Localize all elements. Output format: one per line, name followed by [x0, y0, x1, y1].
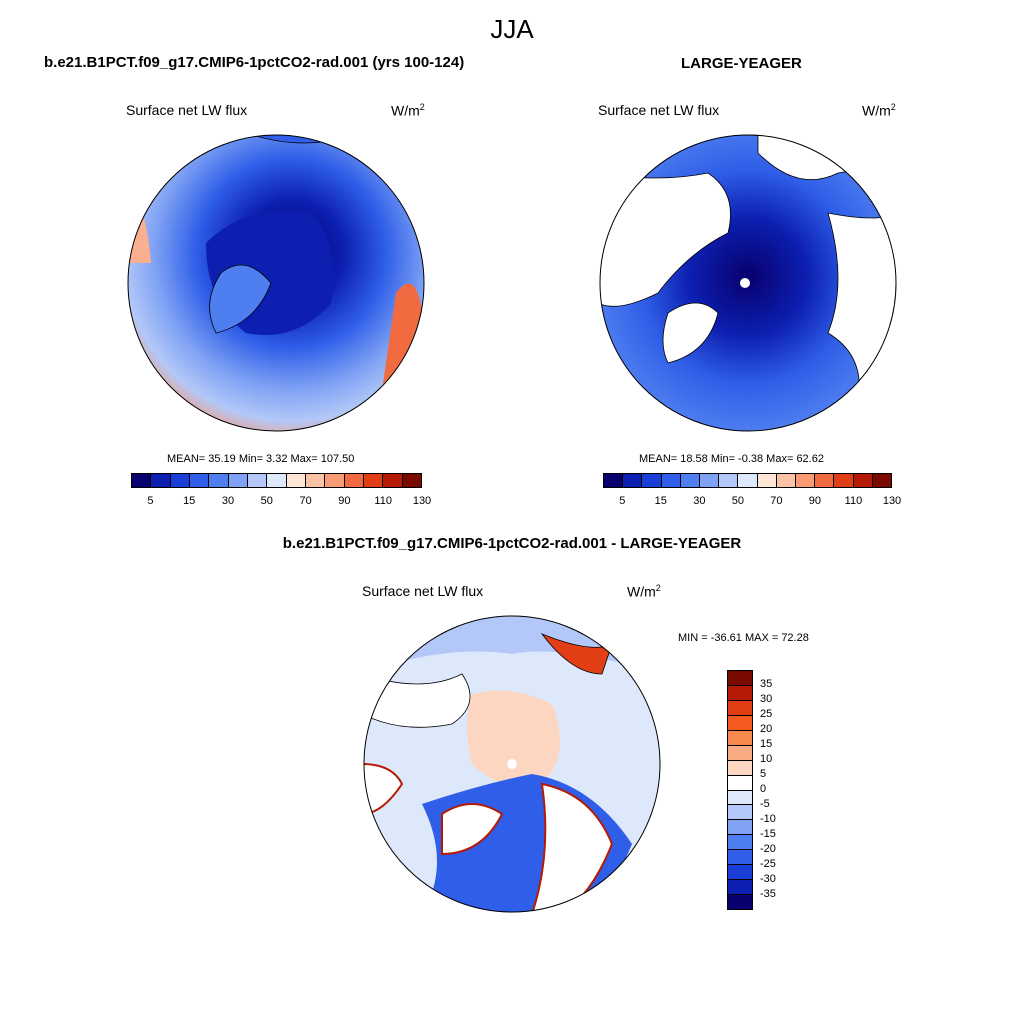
colorbar-swatch — [728, 895, 752, 909]
obs-variable-label: Surface net LW flux — [598, 102, 720, 118]
colorbar-swatch — [728, 820, 752, 836]
colorbar-swatch — [286, 474, 306, 487]
colorbar-tick-label: 130 — [412, 495, 432, 507]
colorbar-tick-label: -15 — [760, 828, 776, 840]
colorbar-tick-label: 90 — [338, 495, 351, 507]
colorbar-tick-label: 5 — [619, 495, 626, 507]
colorbar-swatch — [728, 715, 752, 731]
colorbar-swatch — [796, 474, 816, 487]
colorbar-swatch — [170, 474, 190, 487]
model-units-label: W/m2 — [391, 102, 425, 119]
colorbar-swatch — [728, 865, 752, 881]
colorbar-swatch — [728, 850, 752, 866]
colorbar-tick-label: 30 — [693, 495, 706, 507]
colorbar-swatch — [728, 775, 752, 791]
model-colorbar — [131, 473, 422, 488]
colorbar-tick-label: 5 — [760, 768, 767, 780]
colorbar-tick-label: 110 — [844, 495, 863, 507]
colorbar-swatch — [623, 474, 643, 487]
colorbar-swatch — [728, 790, 752, 806]
colorbar-swatch — [719, 474, 739, 487]
colorbar-swatch — [700, 474, 720, 487]
colorbar-swatch — [757, 474, 777, 487]
colorbar-swatch — [728, 805, 752, 821]
diff-stats: MIN = -36.61 MAX = 72.28 — [678, 632, 809, 644]
colorbar-tick-label: 10 — [760, 753, 773, 765]
colorbar-tick-label: 15 — [183, 495, 196, 507]
colorbar-tick-label: 70 — [770, 495, 783, 507]
colorbar-swatch — [728, 685, 752, 701]
colorbar-swatch — [151, 474, 171, 487]
colorbar-swatch — [325, 474, 345, 487]
colorbar-tick-label: 20 — [760, 723, 773, 735]
colorbar-swatch — [728, 760, 752, 776]
colorbar-tick-label: 110 — [374, 495, 392, 507]
colorbar-tick-label: -30 — [760, 873, 776, 885]
colorbar-swatch — [661, 474, 681, 487]
colorbar-swatch — [728, 730, 752, 746]
colorbar-tick-label: 30 — [221, 495, 235, 507]
colorbar-swatch — [642, 474, 662, 487]
colorbar-tick-label: 15 — [760, 738, 773, 750]
obs-panel-title: LARGE-YEAGER — [681, 55, 802, 72]
colorbar-tick-label: 15 — [654, 495, 667, 507]
colorbar-swatch — [776, 474, 797, 487]
colorbar-tick-label: 50 — [731, 495, 744, 507]
obs-stats: MEAN= 18.58 Min= -0.38 Max= 62.62 — [639, 453, 824, 465]
colorbar-tick-label: 5 — [147, 495, 154, 507]
colorbar-tick-label: 30 — [760, 693, 773, 705]
colorbar-tick-label: -10 — [760, 813, 776, 825]
colorbar-swatch — [209, 474, 229, 487]
diff-variable-label: Surface net LW flux — [362, 583, 484, 599]
diff-panel-title: b.e21.B1PCT.f09_g17.CMIP6-1pctCO2-rad.00… — [282, 535, 742, 552]
colorbar-tick-label: 90 — [808, 495, 822, 507]
colorbar-swatch — [728, 671, 752, 686]
colorbar-swatch — [363, 474, 384, 487]
model-panel-title: b.e21.B1PCT.f09_g17.CMIP6-1pctCO2-rad.00… — [44, 54, 465, 71]
colorbar-swatch — [872, 474, 892, 487]
colorbar-tick-label: 130 — [882, 495, 902, 507]
colorbar-tick-label: -5 — [760, 798, 770, 810]
model-stats: MEAN= 35.19 Min= 3.32 Max= 107.50 — [167, 453, 355, 465]
model-variable-label: Surface net LW flux — [126, 102, 248, 118]
colorbar-swatch — [402, 474, 421, 487]
colorbar-swatch — [228, 474, 248, 487]
model-polar-map — [127, 134, 425, 432]
diff-units-label: W/m2 — [627, 583, 661, 600]
colorbar-swatch — [132, 474, 152, 487]
colorbar-swatch — [604, 474, 624, 487]
colorbar-tick-label: -25 — [760, 858, 776, 870]
colorbar-swatch — [738, 474, 758, 487]
colorbar-tick-label: -20 — [760, 843, 776, 855]
colorbar-swatch — [728, 745, 752, 761]
colorbar-tick-label: -35 — [760, 888, 776, 900]
colorbar-swatch — [383, 474, 403, 487]
colorbar-swatch — [189, 474, 210, 487]
diff-colorbar — [727, 670, 753, 910]
diff-polar-map — [363, 615, 661, 913]
colorbar-tick-label: 70 — [299, 495, 312, 507]
colorbar-swatch — [728, 700, 752, 716]
colorbar-swatch — [344, 474, 364, 487]
obs-polar-map — [599, 134, 897, 432]
obs-units-label: W/m2 — [862, 102, 896, 119]
figure-title: JJA — [490, 14, 534, 44]
colorbar-swatch — [247, 474, 268, 487]
colorbar-swatch — [728, 880, 752, 896]
colorbar-tick-label: 35 — [760, 678, 773, 690]
colorbar-swatch — [680, 474, 701, 487]
colorbar-swatch — [853, 474, 873, 487]
colorbar-swatch — [267, 474, 287, 487]
colorbar-tick-label: 0 — [760, 783, 767, 795]
colorbar-swatch — [728, 835, 752, 851]
obs-colorbar — [603, 473, 892, 488]
colorbar-tick-label: 50 — [260, 495, 273, 507]
colorbar-swatch — [305, 474, 326, 487]
colorbar-tick-label: 25 — [760, 708, 773, 720]
colorbar-swatch — [815, 474, 835, 487]
colorbar-swatch — [834, 474, 854, 487]
